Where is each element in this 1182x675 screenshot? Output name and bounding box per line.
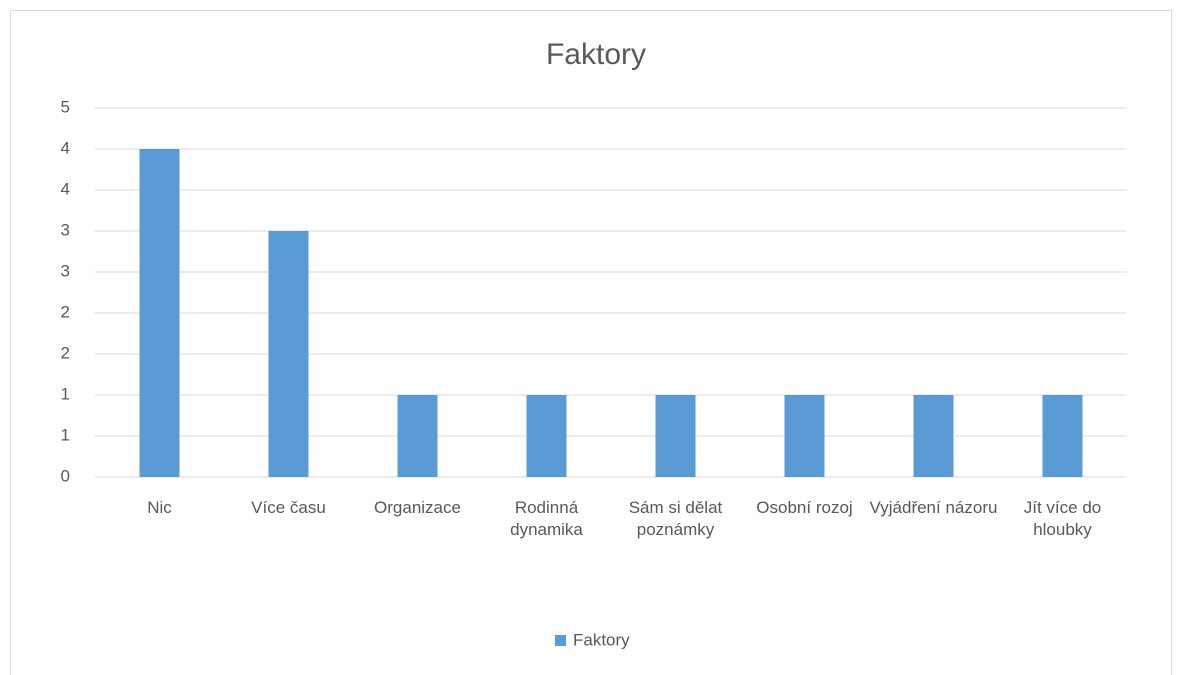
y-tick-label: 4 [61,138,70,157]
x-tick-label: Rodinná dynamika [510,498,583,539]
bar [913,395,954,477]
bar [526,395,567,477]
bar [139,149,180,477]
x-tick-label: Osobní rozoj [756,498,853,517]
bar [1042,395,1083,477]
chart-frame [10,10,1172,675]
bar [655,395,696,477]
x-tick-label: Více času [251,498,326,517]
y-tick-label: 4 [61,179,70,198]
y-tick-label: 1 [61,384,70,403]
legend-label: Faktory [573,630,630,649]
y-tick-label: 3 [61,261,70,280]
bar [784,395,825,477]
y-tick-label: 0 [61,466,70,485]
chart-title: Faktory [546,38,646,71]
x-tick-label: Nic [147,498,172,517]
y-tick-label: 1 [61,425,70,444]
x-tick-label: Jít více do hloubky [1023,498,1102,539]
x-tick-label: Vyjádření názoru [869,498,998,517]
x-tick-label: Organizace [374,498,461,517]
y-tick-label: 5 [61,97,70,116]
y-tick-label: 2 [61,343,70,362]
y-tick-label: 2 [61,302,70,321]
bar [397,395,438,477]
y-tick-label: 3 [61,220,70,239]
legend-swatch [555,635,566,646]
bar [268,231,309,477]
x-tick-label: Sám si dělat poznámky [628,498,723,539]
